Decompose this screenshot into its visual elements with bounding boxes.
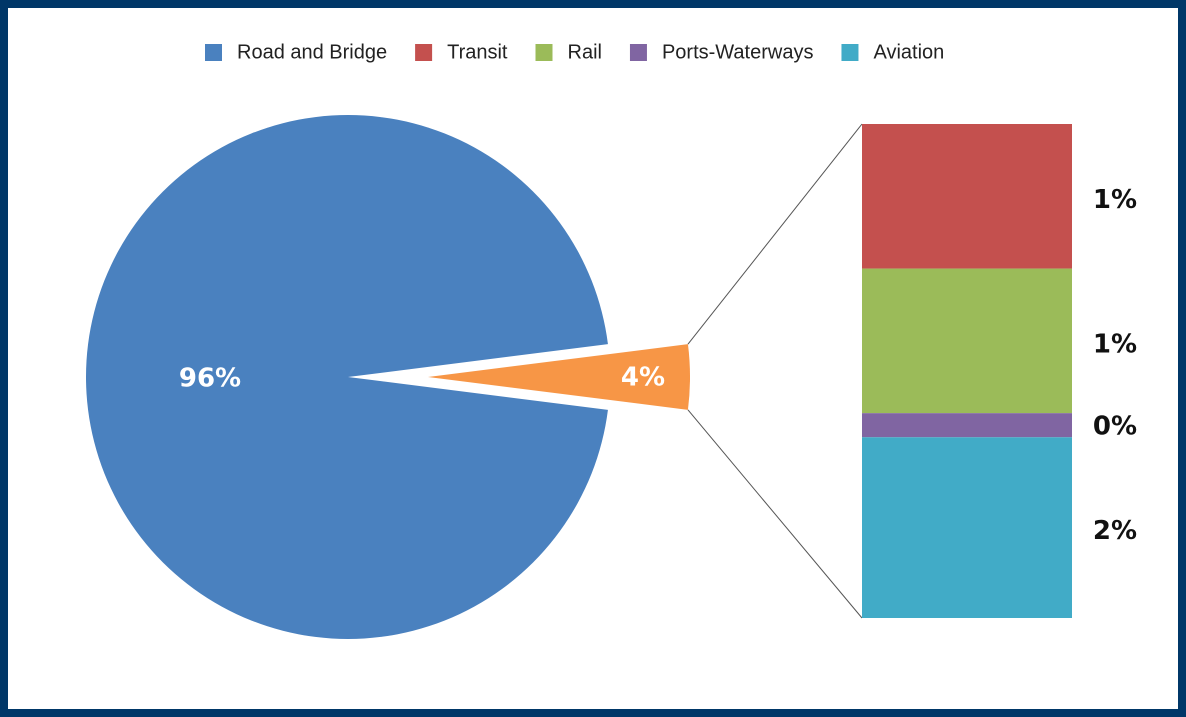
bar-segment bbox=[862, 268, 1072, 414]
bar-segment bbox=[862, 413, 1072, 438]
bar-segment bbox=[862, 437, 1072, 618]
bar-label: 1% bbox=[1093, 185, 1137, 215]
legend-swatch bbox=[205, 44, 222, 61]
pie-slice bbox=[86, 114, 608, 639]
legend-swatch bbox=[535, 44, 553, 61]
pie-label: 4% bbox=[621, 363, 665, 393]
legend-swatch bbox=[415, 44, 433, 61]
legend-label: Ports-Waterways bbox=[662, 41, 814, 63]
pie-label: 96% bbox=[179, 364, 241, 394]
legend-label: Transit bbox=[447, 41, 508, 63]
legend-label: Road and Bridge bbox=[237, 41, 387, 63]
connector-line bbox=[687, 123, 863, 345]
legend-label: Aviation bbox=[873, 41, 944, 63]
legend-swatch bbox=[629, 44, 647, 61]
legend-swatch bbox=[841, 44, 859, 61]
connector-line bbox=[687, 409, 863, 619]
bar-label: 0% bbox=[1093, 412, 1137, 442]
legend-label: Rail bbox=[568, 41, 602, 63]
pie-slice bbox=[428, 344, 691, 410]
bar-segment bbox=[862, 124, 1072, 269]
bar-label: 1% bbox=[1093, 329, 1137, 359]
bar-label: 2% bbox=[1093, 516, 1137, 546]
